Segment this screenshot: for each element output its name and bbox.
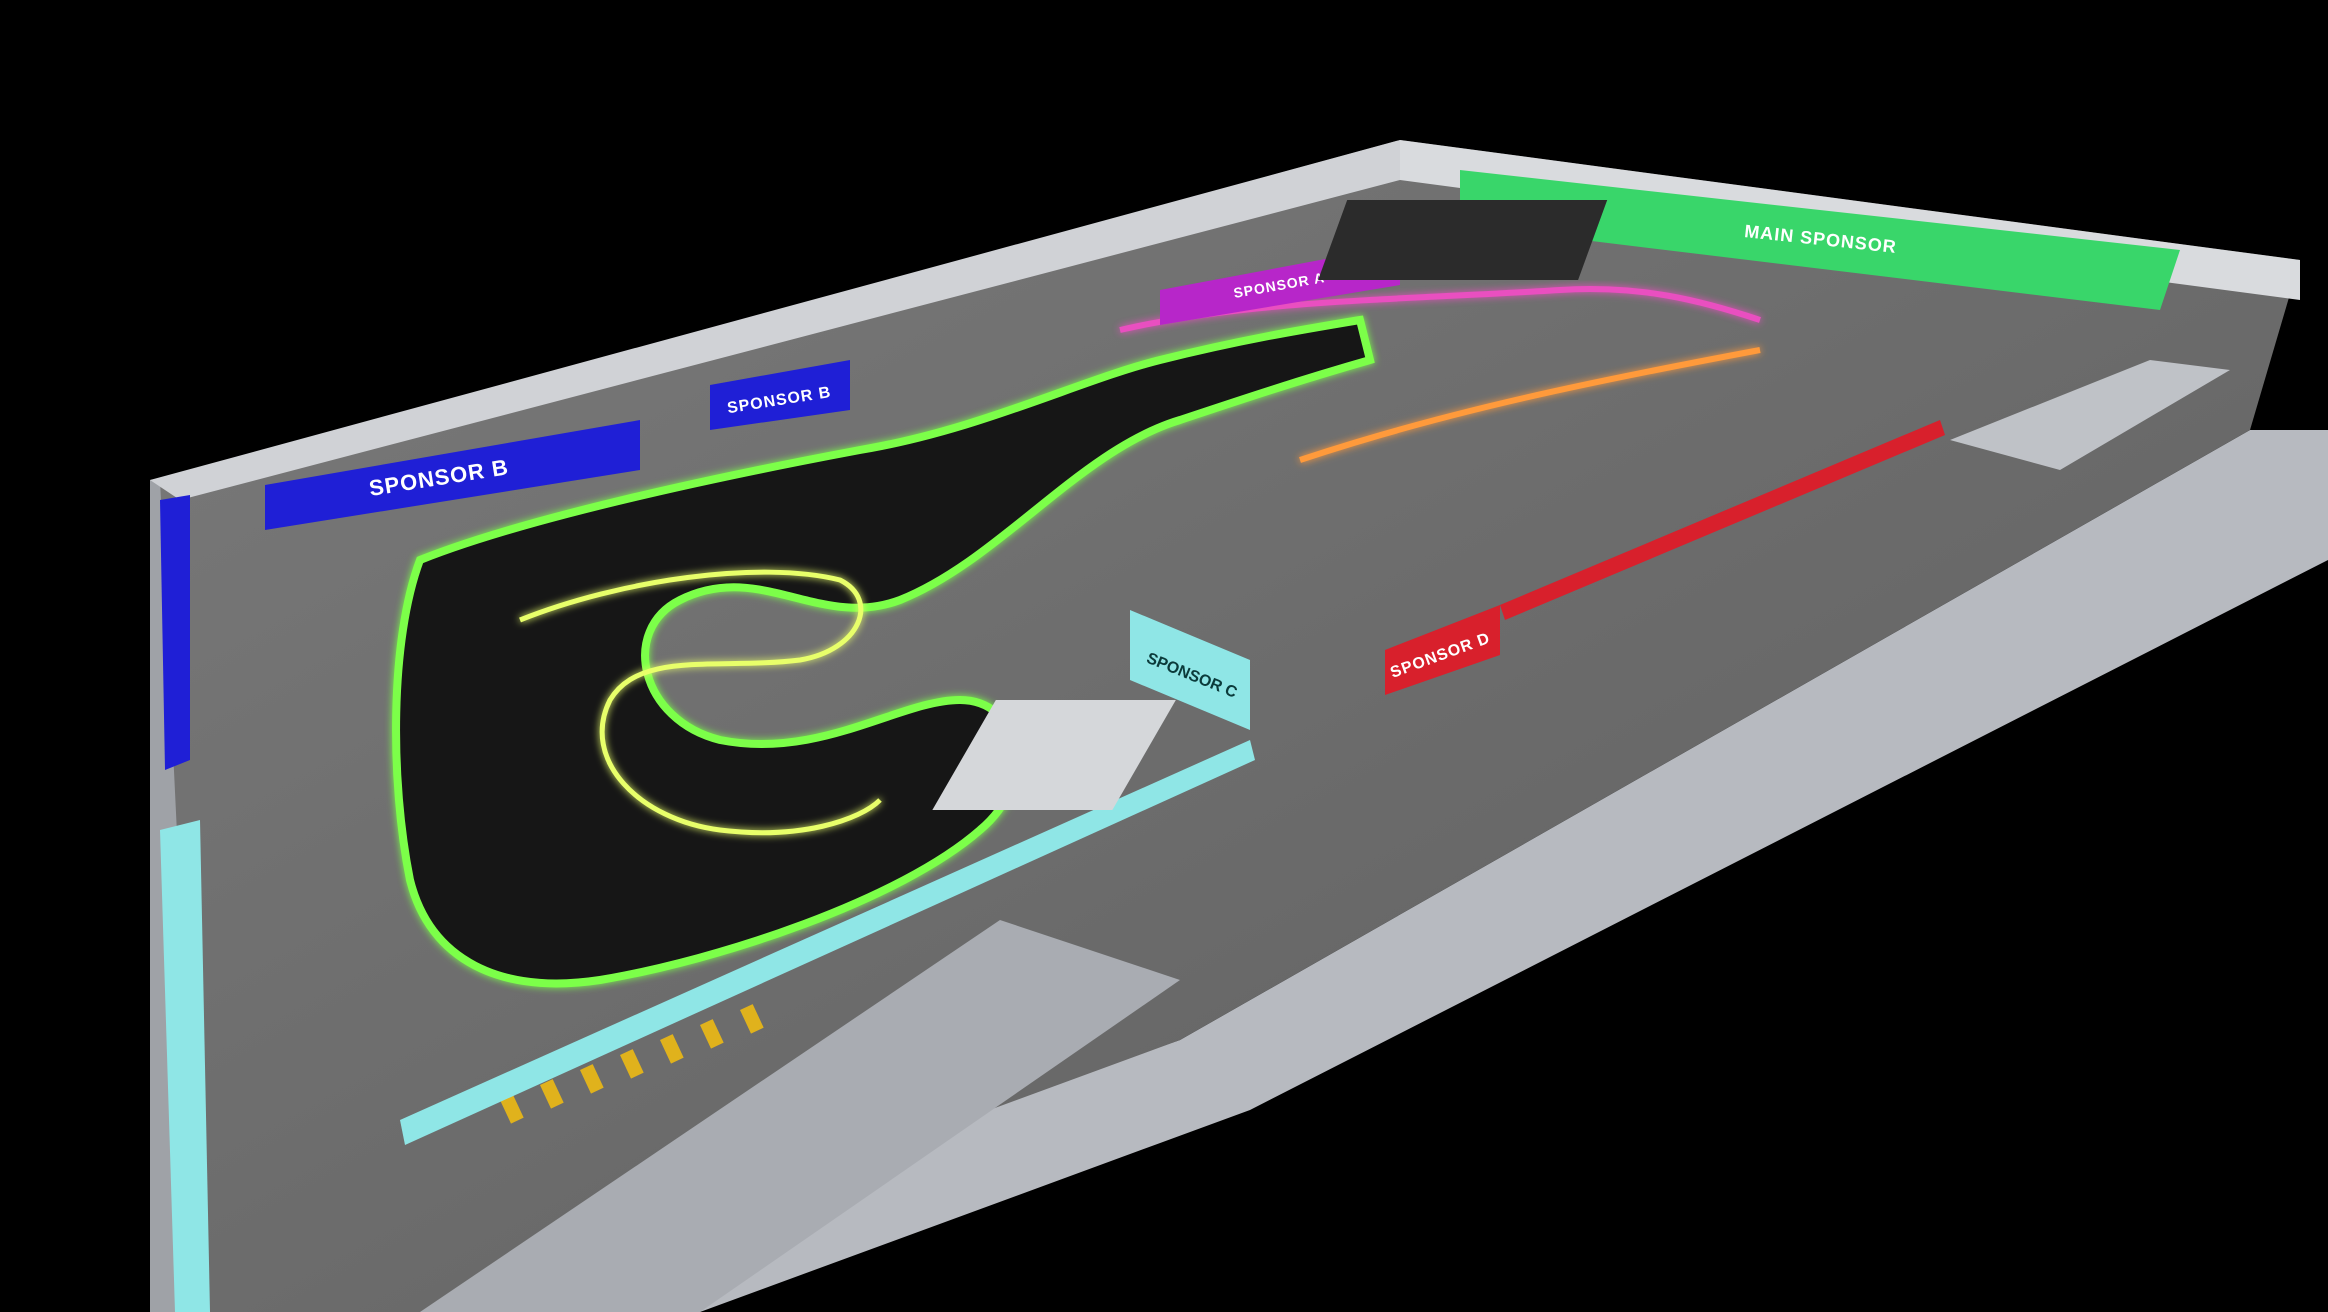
main-sponsor-banner: MAIN SPONSOR <box>1460 170 2180 310</box>
sponsor-b-banner-upper: SPONSOR B <box>710 360 850 430</box>
sponsor-d-barrier <box>1500 420 1945 620</box>
building-wall-front <box>400 430 2328 1312</box>
pit-garage <box>1318 200 1608 280</box>
sponsor-c-banner-side <box>160 820 210 1312</box>
building-wall-rear <box>150 140 1400 500</box>
sponsor-c-barrier <box>400 740 1255 1145</box>
main-race-track <box>392 315 1375 988</box>
front-ramp-wall <box>420 920 1180 1312</box>
hazard-stripes <box>499 1004 764 1124</box>
paddock-building <box>932 700 1176 810</box>
inner-track-loop <box>519 569 882 836</box>
right-rooms <box>1950 360 2230 470</box>
right-track-section <box>1299 347 1761 463</box>
facility-floor <box>160 140 2300 1312</box>
sponsor-b-banner-side <box>160 495 190 770</box>
